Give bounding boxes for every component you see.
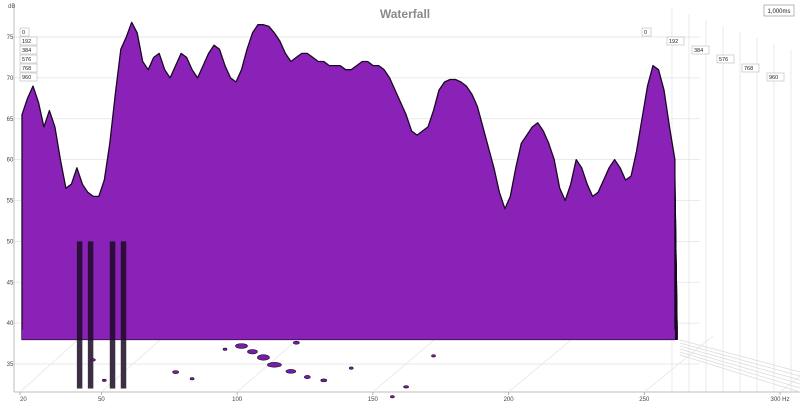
slice-label-left: 960 xyxy=(22,75,31,81)
x-tick-label: 20 xyxy=(20,397,27,403)
speckle xyxy=(235,343,248,349)
slice-label-box-left xyxy=(19,45,38,55)
slice-label-box-left xyxy=(19,36,38,46)
slice-label-box-right xyxy=(691,45,710,55)
slice-label-right: 192 xyxy=(669,39,678,45)
x-tick-label: 200 xyxy=(504,397,515,403)
slice-label-left: 192 xyxy=(22,39,31,45)
speckle xyxy=(267,362,282,368)
y-tick-label: 35 xyxy=(7,362,14,368)
slice-label-box-left xyxy=(19,27,30,37)
slice-time-labels: 0 0 192 192 384 384 576 576 768 768 960 960 xyxy=(19,27,785,82)
slice-label-left: 384 xyxy=(22,48,31,54)
speckle xyxy=(102,378,107,382)
y-tick-label: 55 xyxy=(7,199,14,205)
slice-label-left: 576 xyxy=(22,57,31,63)
y-tick-label: 40 xyxy=(7,321,14,327)
speckle xyxy=(285,369,297,374)
y-tick-label: 45 xyxy=(7,280,14,286)
slice-label-box-right xyxy=(641,27,652,37)
chart-title: Waterfall xyxy=(380,7,430,21)
speckle xyxy=(293,341,300,345)
y-axis: 35 40 45 50 55 60 65 70 75 xyxy=(7,35,14,368)
slice-label-box-right xyxy=(741,63,760,73)
y-tick-label: 65 xyxy=(7,117,14,123)
speckle xyxy=(257,354,270,361)
speckle xyxy=(91,358,96,362)
slice-label-box-left xyxy=(19,72,38,82)
speckle xyxy=(304,375,311,380)
slice-label-right: 960 xyxy=(769,75,778,81)
dark-low-band xyxy=(87,241,94,389)
x-tick-label: 250 xyxy=(639,397,650,403)
perspective-line-right xyxy=(679,354,800,393)
x-axis: 20 50 100 150 200 250 300 Hz xyxy=(19,392,790,403)
y-tick-label: 50 xyxy=(7,239,14,245)
y-tick-label: 70 xyxy=(7,76,14,82)
waterfall-slice xyxy=(21,21,676,341)
slice-label-left: 768 xyxy=(22,66,31,72)
perspective-line xyxy=(19,335,83,393)
speckle xyxy=(189,377,195,381)
slice-label-box-left xyxy=(19,54,38,64)
dark-low-band xyxy=(109,241,116,389)
y-tick-label: 60 xyxy=(7,158,14,164)
slice-label-right: 768 xyxy=(744,66,753,72)
x-tick-label: 300 Hz xyxy=(770,397,789,403)
slice-label-right: 576 xyxy=(719,57,728,63)
slice-label-box-right xyxy=(716,54,735,64)
slice-label-left: 0 xyxy=(22,30,25,36)
time-label: 1,000ms xyxy=(767,9,790,15)
dark-low-band xyxy=(76,241,83,389)
dark-low-band xyxy=(120,241,127,389)
speckle xyxy=(348,366,354,370)
waterfall-slices xyxy=(21,21,678,389)
perspective-line-right xyxy=(679,339,800,373)
slice-label-box-right xyxy=(766,72,785,82)
speckle xyxy=(320,378,328,383)
speckle xyxy=(390,395,395,399)
speckle xyxy=(403,385,409,389)
perspective-line xyxy=(644,335,714,393)
perspective-line-right xyxy=(679,351,800,389)
slice-label-box-left xyxy=(19,63,38,73)
perspective-line-right xyxy=(679,345,800,381)
perspective-line xyxy=(779,375,800,393)
perspective-line-right xyxy=(679,342,800,377)
perspective-line xyxy=(508,335,577,393)
perspective-line xyxy=(372,335,439,393)
x-tick-label: 100 xyxy=(232,397,243,403)
x-tick-label: 50 xyxy=(98,397,105,403)
speckle xyxy=(431,354,436,358)
speckle xyxy=(247,349,258,355)
speckle xyxy=(222,347,228,351)
time-label-box: 1,000ms xyxy=(763,4,795,17)
x-tick-label: 150 xyxy=(368,397,379,403)
slice-label-right: 0 xyxy=(644,30,647,36)
perspective-line-right xyxy=(679,348,800,385)
slice-label-right: 384 xyxy=(694,48,703,54)
slice-label-box-right xyxy=(666,36,685,46)
y-tick-label: 75 xyxy=(7,35,14,41)
surface-floor-band xyxy=(22,329,675,340)
low-level-artifacts xyxy=(91,341,436,399)
y-axis-unit: dB xyxy=(8,4,15,10)
speckle xyxy=(172,370,179,374)
